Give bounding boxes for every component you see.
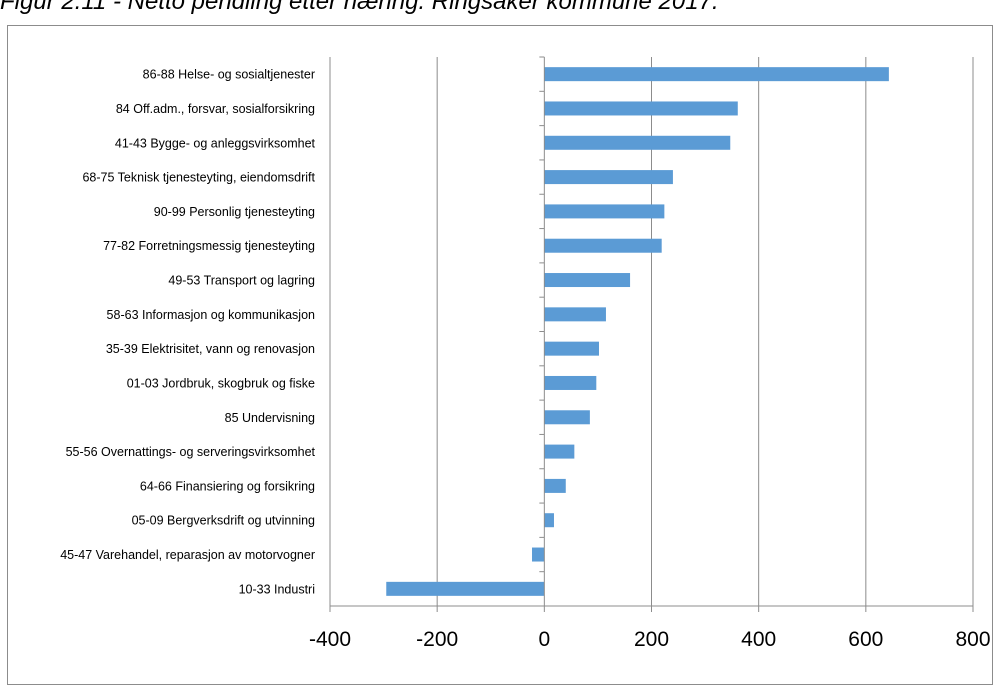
category-label: 41-43 Bygge- og anleggsvirksomhet bbox=[115, 136, 316, 150]
category-label: 10-33 Industri bbox=[239, 582, 315, 596]
x-tick-label: 200 bbox=[634, 628, 669, 651]
bar bbox=[544, 444, 575, 459]
bar bbox=[532, 547, 545, 562]
bar bbox=[386, 581, 545, 596]
bar bbox=[544, 341, 599, 356]
axes bbox=[329, 56, 974, 612]
category-label: 55-56 Overnattings- og serveringsvirksom… bbox=[66, 445, 316, 459]
category-label: 49-53 Transport og lagring bbox=[168, 274, 315, 288]
x-tick-label: 0 bbox=[538, 628, 550, 651]
category-label: 86-88 Helse- og sosialtjenester bbox=[143, 68, 315, 82]
x-tick-label: 600 bbox=[848, 628, 883, 651]
category-label: 45-47 Varehandel, reparasjon av motorvog… bbox=[60, 548, 315, 562]
bar bbox=[544, 513, 554, 528]
category-label: 85 Undervisning bbox=[225, 411, 315, 425]
bar bbox=[544, 101, 738, 116]
category-label: 35-39 Elektrisitet, vann og renovasjon bbox=[106, 342, 315, 356]
category-label: 01-03 Jordbruk, skogbruk og fiske bbox=[127, 376, 315, 390]
category-label: 58-63 Informasjon og kommunikasjon bbox=[107, 308, 315, 322]
x-tick-label: 400 bbox=[741, 628, 776, 651]
bar bbox=[544, 67, 889, 82]
figure-caption: Figur 2.11 - Netto pendling etter næring… bbox=[0, 0, 719, 15]
bar bbox=[544, 478, 566, 493]
bar bbox=[544, 204, 665, 219]
category-label: 64-66 Finansiering og forsikring bbox=[140, 479, 315, 493]
x-tick-label: -400 bbox=[309, 628, 351, 651]
category-label: 90-99 Personlig tjenesteyting bbox=[154, 205, 315, 219]
x-tick-label: 800 bbox=[955, 628, 990, 651]
bar bbox=[544, 238, 662, 253]
bar bbox=[544, 307, 606, 322]
category-label: 84 Off.adm., forsvar, sosialforsikring bbox=[116, 102, 315, 116]
category-label: 77-82 Forretningsmessig tjenesteyting bbox=[103, 239, 315, 253]
bar bbox=[544, 375, 597, 390]
category-label: 05-09 Bergverksdrift og utvinning bbox=[132, 514, 315, 528]
bar bbox=[544, 273, 631, 288]
bars bbox=[386, 67, 889, 596]
category-label: 68-75 Teknisk tjenesteyting, eiendomsdri… bbox=[82, 171, 315, 185]
bar bbox=[544, 135, 731, 150]
bar bbox=[544, 410, 590, 425]
labels: -400 -200 0 200 400 600 800 86-88 Helse- og sos… bbox=[60, 68, 990, 651]
x-tick-label: -200 bbox=[416, 628, 458, 651]
bar-chart: -400 -200 0 200 400 600 800 86-88 Helse- og sos… bbox=[60, 56, 991, 651]
bar bbox=[544, 170, 673, 185]
